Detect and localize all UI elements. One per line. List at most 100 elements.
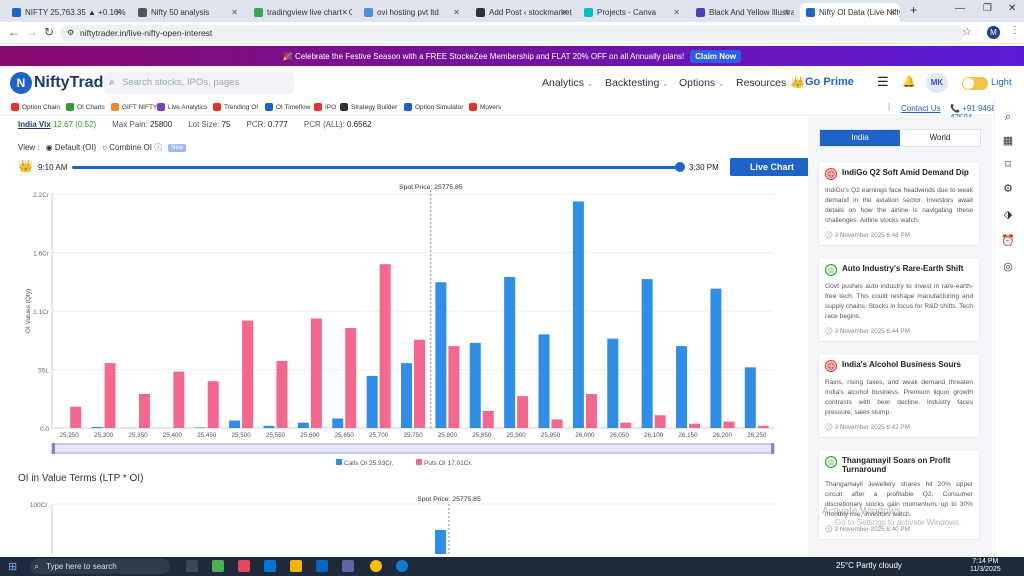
tool-option-chain[interactable]: Option Chain [11, 103, 60, 111]
puts-oi-bar[interactable] [310, 318, 322, 428]
close-tab-icon[interactable]: ✕ [673, 8, 680, 17]
puts-oi-bar[interactable] [276, 360, 288, 428]
puts-oi-bar[interactable] [138, 393, 150, 428]
gear-icon[interactable]: ⚙ [1003, 183, 1013, 195]
calls-oi-bar[interactable] [469, 342, 481, 428]
bell-icon[interactable]: 🔔 [902, 76, 916, 88]
puts-oi-bar[interactable] [482, 410, 494, 428]
nav-options[interactable]: Options ⌄ [679, 77, 724, 89]
go-prime-link[interactable]: Go Prime [805, 76, 854, 88]
puts-oi-bar[interactable] [517, 396, 529, 428]
tool-gift-nifty[interactable]: GIFT NIFTY [111, 103, 157, 111]
calls-oi-bar[interactable] [572, 201, 584, 428]
chrome-icon[interactable] [370, 560, 382, 572]
calls-value-bar[interactable] [435, 530, 446, 554]
url-field[interactable]: ⚙ niftytrader.in/live-nifty-open-interes… [60, 25, 965, 41]
india-vix-label[interactable]: India Vix [18, 120, 51, 129]
puts-oi-bar[interactable] [379, 264, 391, 428]
puts-oi-bar[interactable] [70, 406, 82, 428]
hamburger-icon[interactable]: ☰ [877, 74, 889, 89]
news-card[interactable]: ☹ IndiGo Q2 Soft Amid Demand Dip IndiGo's … [818, 161, 980, 246]
back-icon[interactable]: ← [8, 25, 20, 39]
calls-oi-bar[interactable] [366, 375, 378, 428]
target-icon[interactable]: ◎ [1003, 261, 1013, 273]
default-oi-radio[interactable]: ◉ Default (OI) [45, 143, 97, 152]
taskbar-search[interactable]: ⌕ Type here to search [30, 559, 170, 574]
building-icon[interactable]: ▦ [1002, 135, 1014, 147]
close-tab-icon[interactable]: ✕ [889, 8, 896, 17]
nav-resources[interactable]: Resources ⌄ [736, 77, 795, 89]
forward-icon[interactable]: → [26, 25, 38, 39]
alarm-icon[interactable]: ⏰ [1001, 235, 1015, 247]
calls-oi-bar[interactable] [194, 427, 206, 428]
close-tab-icon[interactable]: ✕ [783, 8, 790, 17]
close-tab-icon[interactable]: ✕ [561, 8, 568, 17]
calls-oi-bar[interactable] [401, 363, 412, 428]
puts-oi-bar[interactable] [757, 425, 769, 428]
windows-start-icon[interactable]: ⊞ [8, 561, 18, 573]
tool-movers[interactable]: Movers [469, 103, 501, 111]
profile-avatar[interactable]: M [987, 26, 1000, 39]
theme-toggle[interactable] [962, 77, 988, 90]
restore-icon[interactable]: ❐ [983, 3, 992, 14]
tool-oi-timeflow[interactable]: OI Timeflow [265, 103, 310, 111]
legend-label[interactable]: Puts OI 17.01Cr. [424, 460, 472, 467]
app-icon[interactable] [212, 560, 224, 572]
range-handle-left[interactable] [52, 443, 55, 454]
calls-oi-bar[interactable] [229, 420, 241, 428]
teams-icon[interactable] [342, 560, 354, 572]
task-view-icon[interactable] [186, 560, 198, 572]
puts-oi-bar[interactable] [689, 423, 701, 428]
contact-us-link[interactable]: Contact Us [901, 104, 941, 113]
logo[interactable]: N NiftyTrader [10, 72, 118, 94]
puts-oi-bar[interactable] [345, 328, 357, 428]
puts-oi-bar[interactable] [104, 363, 116, 428]
close-tab-icon[interactable]: ✕ [231, 8, 238, 17]
puts-oi-bar[interactable] [448, 346, 460, 428]
calls-oi-bar[interactable] [538, 334, 550, 428]
browser-tab[interactable]: Projects - Canva ✕ [578, 3, 684, 22]
calls-oi-bar[interactable] [332, 418, 344, 428]
tab-world[interactable]: World [929, 133, 951, 142]
puts-oi-bar[interactable] [654, 415, 666, 428]
puts-oi-bar[interactable] [207, 381, 219, 428]
puts-oi-bar[interactable] [723, 421, 735, 428]
calls-oi-bar[interactable] [710, 288, 722, 428]
outlook-icon[interactable] [316, 560, 328, 572]
calls-oi-bar[interactable] [607, 338, 619, 428]
browser-tab[interactable]: Add Post ‹ stockmarketpa ✕ [470, 3, 572, 22]
file-explorer-icon[interactable] [290, 560, 302, 572]
calls-oi-bar[interactable] [504, 276, 516, 428]
tool-ipo[interactable]: IPO [314, 103, 336, 111]
live-chart-button[interactable]: Live Chart [730, 158, 814, 176]
edge-icon[interactable] [396, 560, 408, 572]
puts-oi-bar[interactable] [414, 339, 425, 428]
nav-backtesting[interactable]: Backtesting ⌄ [605, 77, 668, 89]
site-info-icon[interactable]: ⚙ [67, 28, 75, 37]
info-icon[interactable]: ⓘ [154, 143, 163, 152]
claim-now-button[interactable]: Claim Now [690, 49, 742, 63]
close-tab-icon[interactable]: ✕ [115, 8, 122, 17]
browser-tab[interactable]: Nifty OI Data (Live Nifty O✕ [800, 3, 900, 22]
puts-oi-bar[interactable] [551, 419, 563, 428]
browser-menu-icon[interactable]: ⋮ [1010, 25, 1020, 36]
search-icon[interactable]: ⌕ [1004, 111, 1012, 123]
puts-oi-bar[interactable] [585, 393, 597, 428]
calls-oi-bar[interactable] [676, 346, 688, 428]
minimize-icon[interactable]: — [955, 3, 965, 14]
puts-oi-bar[interactable] [242, 320, 254, 428]
close-window-icon[interactable]: ✕ [1008, 3, 1017, 14]
clock[interactable]: 7:14 PM 11/3/2025 [970, 558, 1001, 574]
nav-analytics[interactable]: Analytics ⌄ [542, 77, 593, 89]
tool-oi-charts[interactable]: OI Charts [66, 103, 105, 111]
browser-tab[interactable]: tradingview live chart - G ✕ [248, 3, 352, 22]
bookmark-icon[interactable]: ⌑ [1005, 159, 1011, 171]
new-tab-button[interactable]: + [910, 3, 918, 17]
calls-oi-bar[interactable] [297, 422, 309, 428]
weather-widget[interactable]: 25°C Partly cloudy [836, 561, 902, 570]
time-slider-handle[interactable] [675, 162, 685, 172]
browser-tab[interactable]: NIFTY 25,763.35 ▲ +0.16% ✕ [6, 3, 126, 22]
calls-oi-bar[interactable] [435, 282, 447, 428]
calls-oi-bar[interactable] [744, 367, 756, 428]
news-card[interactable]: ☹ India's Alcohol Business Sours Rains, ri… [818, 353, 980, 438]
